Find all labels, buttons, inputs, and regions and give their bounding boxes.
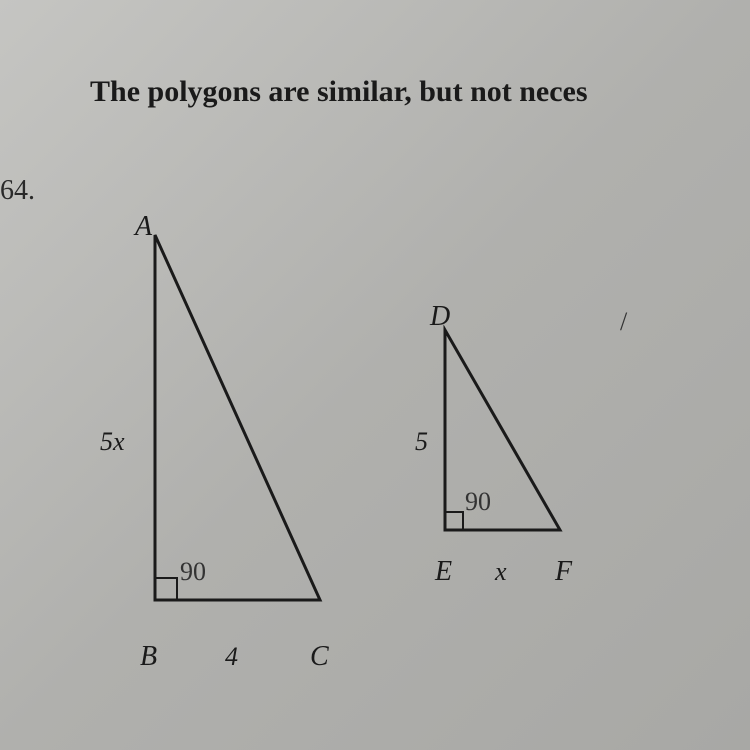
vertex-c-label: C xyxy=(310,641,329,672)
vertex-d-label: D xyxy=(429,301,450,332)
vertex-e-label: E xyxy=(434,556,452,587)
angle-90-abc: 90 xyxy=(180,557,206,586)
angle-90-def: 90 xyxy=(465,487,491,516)
vertex-b-label: B xyxy=(140,641,157,672)
triangle-def-shape xyxy=(445,330,560,530)
right-angle-box-b xyxy=(155,578,177,600)
side-ab-label: 5x xyxy=(100,427,125,456)
stray-mark: / xyxy=(620,307,628,336)
side-ef-label: x xyxy=(494,557,507,586)
vertex-a-label: A xyxy=(133,211,153,242)
diagram-svg: A B C 5x 4 90 D E F 5 x 90 / xyxy=(0,0,750,750)
vertex-f-label: F xyxy=(554,556,573,587)
side-de-label: 5 xyxy=(415,427,428,456)
side-bc-label: 4 xyxy=(225,642,238,671)
triangle-abc: A B C 5x 4 90 xyxy=(100,211,329,672)
triangle-def: D E F 5 x 90 xyxy=(415,301,573,587)
triangle-abc-shape xyxy=(155,235,320,600)
right-angle-box-e xyxy=(445,512,463,530)
